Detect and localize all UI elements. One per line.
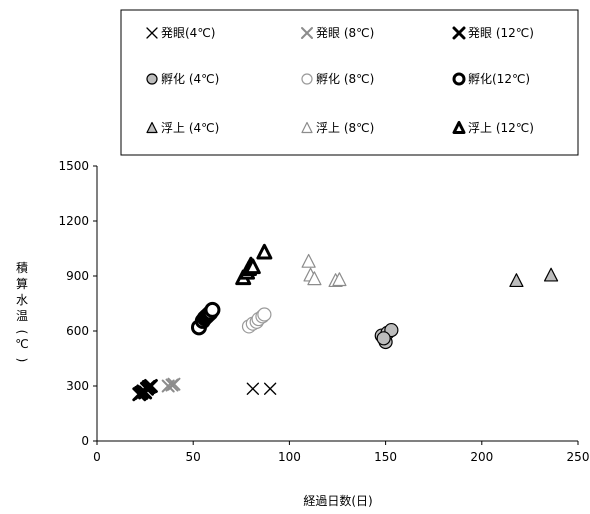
data-point — [509, 273, 524, 288]
legend-label: 浮上 (8℃) — [316, 121, 374, 135]
legend-label: 発眼 (12℃) — [468, 26, 534, 40]
x-tick-label: 200 — [470, 450, 493, 464]
y-tick-label: 900 — [66, 269, 89, 283]
data-point — [264, 382, 277, 395]
data-point — [246, 382, 259, 395]
y-axis-label-char: 算 — [16, 276, 28, 291]
data-point — [204, 301, 221, 318]
y-axis-label-char: 温 — [16, 309, 28, 323]
legend-label: 発眼(4℃) — [161, 26, 215, 40]
data-point — [307, 271, 322, 286]
legend-item: 孵化 (4℃) — [146, 72, 219, 86]
legend-label: 浮上 (4℃) — [161, 121, 219, 135]
y-axis-label-char: 水 — [16, 293, 28, 307]
legend-label: 孵化 (4℃) — [161, 72, 219, 86]
x-axis-label: 経過日数(日) — [303, 493, 372, 508]
legend-marker — [146, 27, 158, 39]
x-tick-label: 250 — [567, 450, 590, 464]
data-points — [132, 243, 559, 402]
y-tick-label: 300 — [66, 379, 89, 393]
axes: 0 300 600 900 1200 1500 0 50 100 150 200 250 — [58, 159, 589, 464]
y-tick-label: 0 — [81, 434, 89, 448]
legend-label: 孵化(12℃) — [468, 72, 530, 86]
y-axis-label-char: ( — [15, 330, 29, 335]
legend-marker — [452, 121, 466, 134]
x-tick-label: 50 — [186, 450, 201, 464]
legend-item: 孵化(12℃) — [452, 72, 530, 86]
data-point — [165, 378, 179, 392]
data-point — [143, 379, 158, 393]
data-point — [134, 385, 149, 400]
data-point — [543, 267, 559, 282]
legend-marker — [301, 27, 313, 39]
legend-box — [120, 9, 579, 156]
legend-item: 孵化 (8℃) — [301, 72, 374, 86]
y-axis-label-char: 積 — [16, 260, 28, 275]
legend-item: 浮上 (8℃) — [301, 121, 374, 135]
legend-label: 孵化 (8℃) — [316, 72, 374, 86]
x-tick-label: 100 — [278, 450, 301, 464]
legend-marker — [146, 121, 158, 134]
y-axis-label-char: ) — [15, 358, 29, 363]
legend-marker — [452, 72, 466, 86]
legend-label: 浮上 (12℃) — [468, 121, 534, 135]
legend: 発眼(4℃) 発眼 (8℃) 発眼 (12℃) 孵化 (4℃) 孵化 (8℃) 孵化(12… — [120, 9, 579, 156]
y-tick-label: 1200 — [58, 214, 89, 228]
data-point — [244, 258, 261, 275]
legend-item: 発眼 (12℃) — [452, 26, 534, 40]
data-point — [257, 307, 272, 322]
legend-item: 発眼 (8℃) — [301, 26, 374, 40]
y-tick-label: 1500 — [58, 159, 89, 173]
x-tick-label: 150 — [374, 450, 397, 464]
legend-item: 浮上 (12℃) — [452, 121, 534, 135]
legend-label: 発眼 (8℃) — [316, 26, 374, 40]
legend-item: 浮上 (4℃) — [146, 121, 219, 135]
y-tick-label: 600 — [66, 324, 89, 338]
legend-marker — [146, 73, 158, 85]
legend-item: 発眼(4℃) — [146, 26, 215, 40]
y-axis-label-char: ℃ — [15, 337, 28, 351]
data-point — [256, 243, 273, 260]
legend-marker — [301, 121, 313, 134]
x-tick-label: 0 — [93, 450, 101, 464]
data-point — [301, 253, 316, 268]
legend-marker — [301, 73, 313, 85]
legend-marker — [452, 26, 466, 40]
data-point — [332, 272, 347, 287]
data-point — [376, 331, 391, 346]
